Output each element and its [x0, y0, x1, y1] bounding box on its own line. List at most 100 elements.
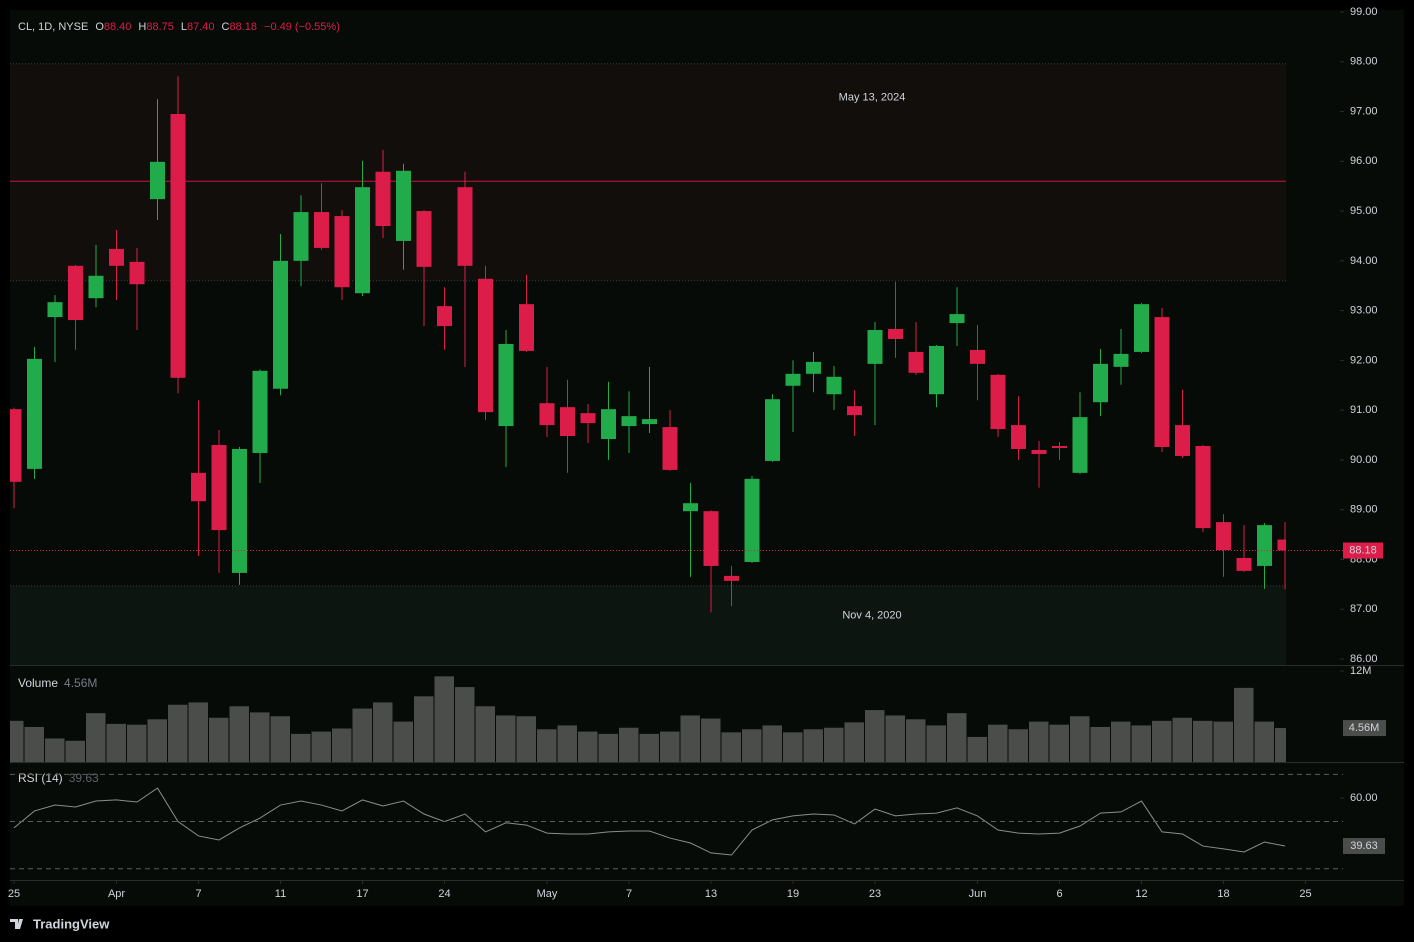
zone — [10, 63, 1286, 281]
candle-body — [703, 511, 719, 566]
candle-body — [273, 260, 288, 389]
zone — [10, 585, 1286, 665]
volume-last: 4.56M — [64, 676, 97, 690]
volume-bar — [311, 731, 331, 763]
volume-bar — [885, 715, 905, 763]
volume-bar — [1213, 721, 1233, 763]
y-tick-label: 96.00 — [1350, 155, 1378, 167]
x-tick-label: 25 — [1299, 888, 1311, 900]
rsi-label: 39.63 — [1350, 840, 1378, 852]
symbol-header: CL, 1D, NYSE O88.40 H88.75 L87.40 C88.18 −0.4… — [18, 21, 340, 33]
y-tick-label: 98.00 — [1350, 56, 1378, 68]
ohlc-value: 88.40 — [104, 21, 132, 33]
candle-body — [47, 302, 63, 318]
volume-bar — [455, 687, 475, 763]
candle-body — [375, 171, 391, 227]
x-tick-label: 13 — [705, 888, 717, 900]
volume-bar — [701, 718, 721, 763]
brand-logo — [10, 919, 23, 929]
volume-label: 4.56M — [1349, 722, 1380, 734]
candle-body — [724, 575, 739, 581]
volume-bar — [496, 715, 516, 763]
candle-body — [129, 261, 145, 285]
volume-bar — [1193, 720, 1213, 763]
candle-body — [949, 314, 965, 324]
candle-body — [642, 419, 657, 425]
candle-body — [601, 409, 616, 440]
volume-bar — [106, 723, 126, 763]
volume-bar — [1111, 721, 1131, 763]
candle-body — [293, 212, 309, 261]
candle-body — [990, 374, 1006, 430]
candle-body — [437, 306, 452, 327]
volume-bar — [188, 702, 208, 763]
candle-body — [1134, 304, 1149, 352]
volume-bar — [516, 716, 536, 763]
candle-body — [170, 114, 186, 378]
volume-bar — [660, 731, 680, 763]
ohlc-value: 88.18 — [230, 21, 258, 33]
rsi-label-box — [1343, 837, 1385, 854]
candle-body — [1011, 425, 1026, 449]
candle-body — [1277, 539, 1286, 551]
zone-label: Nov 4, 2020 — [842, 610, 901, 622]
candle-body — [355, 187, 370, 294]
x-tick-label: 7 — [195, 888, 201, 900]
candle-body — [88, 275, 104, 299]
candle-body — [416, 211, 432, 267]
volume-bar — [86, 713, 106, 763]
x-tick-label: May — [537, 888, 558, 900]
candle-body — [847, 406, 862, 416]
volume-bar — [434, 676, 454, 763]
candle-body — [1216, 522, 1231, 551]
volume-bar — [1008, 729, 1028, 763]
plot-area — [10, 63, 1286, 856]
volume-bar — [1090, 726, 1110, 763]
volume-bar — [373, 702, 393, 763]
candle-body — [683, 503, 698, 512]
candle-body — [1154, 317, 1170, 447]
volume-bar — [803, 729, 823, 763]
candle-body — [1195, 445, 1211, 529]
volume-bar — [1070, 716, 1090, 763]
x-tick-label: 11 — [275, 888, 286, 900]
candle-body — [744, 478, 760, 562]
volume-bar — [844, 722, 864, 763]
candle-body — [191, 472, 206, 502]
candle-body — [232, 448, 247, 573]
volume-bar — [619, 727, 639, 763]
brand-name: TradingView — [33, 916, 110, 931]
volume-bar — [906, 719, 926, 763]
ohlc-key: C — [222, 21, 230, 33]
candle-body — [1093, 363, 1108, 403]
volume-bar — [783, 732, 803, 763]
brand[interactable]: TradingView — [10, 916, 110, 931]
ohlc-key: O — [95, 21, 104, 33]
candle-body — [662, 427, 678, 470]
candle-body — [109, 248, 124, 266]
volume-bar — [65, 740, 85, 763]
volume-bar — [967, 736, 987, 763]
candle-body — [826, 376, 842, 395]
volume-bar — [250, 712, 270, 763]
volume-bar — [1234, 687, 1254, 763]
volume-bar — [270, 716, 290, 763]
volume-bar — [229, 706, 249, 763]
candle-body — [970, 349, 985, 364]
y-tick-label: 93.00 — [1350, 305, 1378, 317]
x-tick-label: 24 — [438, 888, 450, 900]
candle-body — [457, 187, 473, 266]
volume-tick-label: 12M — [1350, 665, 1371, 677]
rsi-line — [13, 787, 1286, 856]
candle-body — [334, 216, 350, 288]
volume-bar — [680, 715, 700, 763]
volume-bar — [947, 713, 967, 763]
candle-body — [908, 351, 924, 373]
candle-body — [785, 373, 801, 386]
volume-bar — [639, 733, 659, 763]
candle-body — [498, 343, 514, 427]
y-tick-label: 94.00 — [1350, 255, 1378, 267]
volume-bar — [147, 719, 167, 763]
candle-body — [10, 409, 22, 482]
